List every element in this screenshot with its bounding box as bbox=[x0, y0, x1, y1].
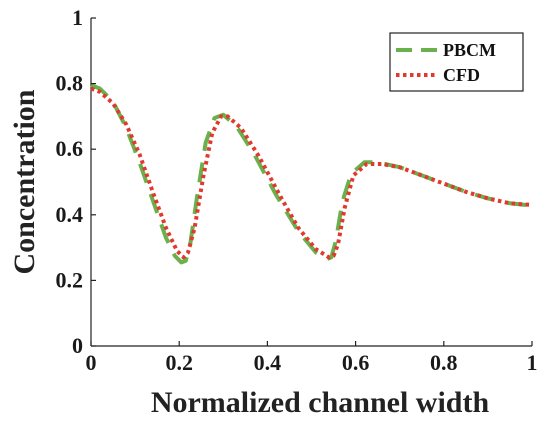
legend: PBCM CFD bbox=[389, 32, 524, 92]
y-tick-label: 0.8 bbox=[56, 71, 84, 96]
x-tick-label: 0 bbox=[86, 350, 97, 375]
y-tick-label: 0.4 bbox=[56, 202, 84, 227]
x-axis-title: Normalized channel width bbox=[151, 386, 490, 419]
x-tick-label: 0.6 bbox=[342, 350, 370, 375]
y-axis: 0 0.2 0.4 0.6 0.8 1 bbox=[56, 5, 96, 358]
x-tick-label: 0.2 bbox=[165, 350, 193, 375]
legend-label-pbcm: PBCM bbox=[443, 40, 496, 60]
y-tick-label: 0 bbox=[72, 333, 83, 358]
y-tick-label: 0.6 bbox=[56, 136, 84, 161]
y-tick-label: 1 bbox=[72, 5, 83, 30]
x-tick-label: 0.4 bbox=[254, 350, 282, 375]
x-tick-label: 1 bbox=[527, 350, 538, 375]
y-axis-title: Concentration bbox=[8, 89, 41, 274]
legend-label-cfd: CFD bbox=[443, 65, 480, 85]
legend-box bbox=[389, 32, 524, 92]
y-tick-label: 0.2 bbox=[56, 267, 84, 292]
x-tick-label: 0.8 bbox=[430, 350, 458, 375]
x-axis: 0 0.2 0.4 0.6 0.8 1 bbox=[86, 341, 538, 375]
